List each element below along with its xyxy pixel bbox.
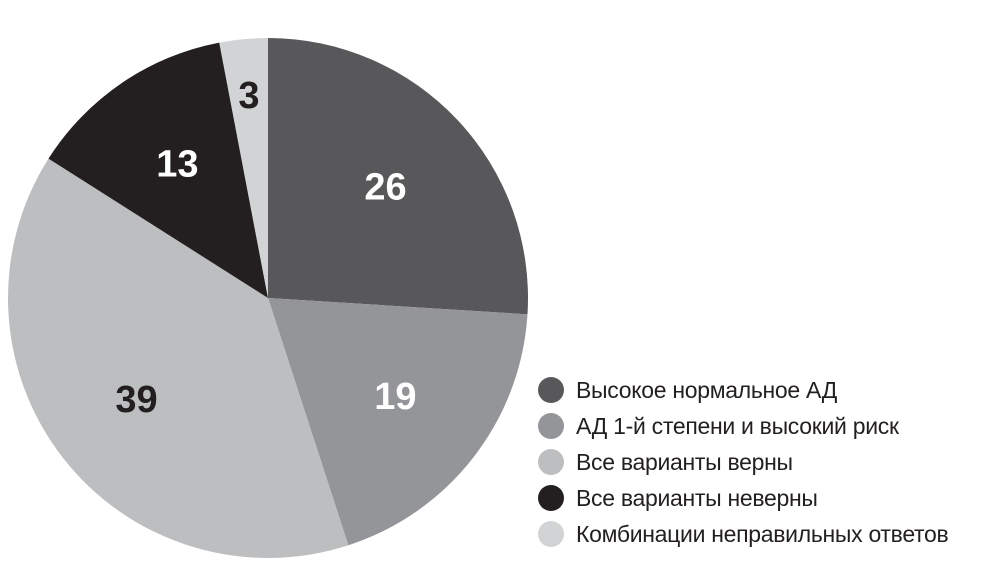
legend-label: Все варианты неверны [576, 484, 818, 511]
legend-swatch [538, 485, 564, 511]
pie-slice-3 [7, 158, 349, 558]
legend-item: Все варианты неверны [538, 480, 948, 516]
pie-slices [7, 38, 528, 558]
pie-slice-4 [48, 42, 269, 298]
legend-label: Комбинации неправильных ответов [576, 520, 949, 547]
legend-label: Все варианты верны [576, 448, 793, 475]
slice-value-label-3: 39 [115, 379, 157, 421]
legend-swatch [538, 449, 564, 475]
legend-swatch [538, 377, 564, 403]
pie-slice-labels: 26 19 39 13 3 [115, 75, 416, 421]
legend-swatch [538, 521, 564, 547]
legend-item: Высокое нормальное АД [538, 372, 948, 408]
legend-item: АД 1-й степени и высокий риск [538, 408, 948, 444]
slice-value-label-5: 3 [238, 75, 259, 117]
slice-value-label-2: 19 [374, 376, 416, 418]
legend-item: Комбинации неправильных ответов [538, 516, 949, 552]
slice-value-label-4: 13 [156, 144, 198, 186]
pie-slice-2 [268, 298, 528, 546]
legend-label: АД 1-й степени и высокий риск [576, 412, 899, 439]
legend-item: Все варианты верны [538, 444, 948, 480]
slice-value-label-1: 26 [364, 167, 406, 209]
pie-slice-1 [268, 38, 528, 315]
chart-legend: Высокое нормальное АД АД 1-й степени и вы… [538, 372, 949, 552]
legend-swatch [538, 413, 564, 439]
pie-slice-5 [219, 38, 268, 298]
legend-label: Высокое нормальное АД [576, 376, 838, 403]
